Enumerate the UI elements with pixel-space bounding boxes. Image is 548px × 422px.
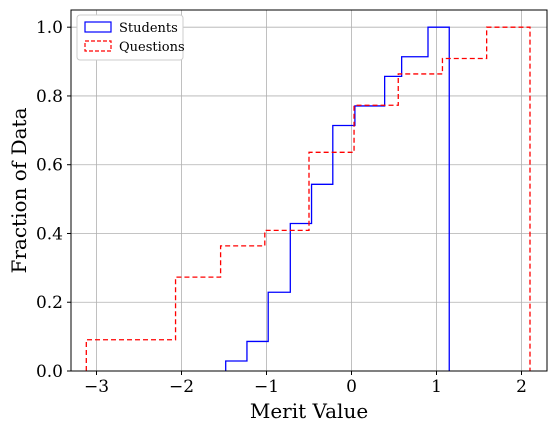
legend: Students Questions bbox=[76, 14, 185, 61]
legend-swatch-questions bbox=[84, 40, 112, 52]
legend-label-questions: Questions bbox=[119, 40, 185, 55]
x-tick-label: 2 bbox=[516, 377, 527, 397]
x-tick-label: 1 bbox=[431, 377, 442, 397]
series-layer bbox=[85, 26, 531, 371]
y-tick-label: 0.2 bbox=[36, 293, 63, 313]
legend-box bbox=[76, 14, 184, 61]
legend-swatch-students bbox=[84, 21, 112, 33]
legend-label-students: Students bbox=[119, 21, 178, 36]
y-tick-label: 1.0 bbox=[36, 18, 63, 38]
x-tick-label: 0 bbox=[346, 377, 357, 397]
x-axis-label: Merit Value bbox=[250, 399, 368, 422]
y-tick-label: 0.4 bbox=[36, 224, 63, 244]
y-axis-label: Fraction of Data bbox=[7, 107, 31, 273]
x-tick-label: −1 bbox=[254, 377, 279, 397]
y-tick-label: 0.6 bbox=[36, 156, 63, 176]
plot-frame bbox=[70, 9, 548, 372]
questions-series bbox=[85, 26, 531, 371]
y-tick-label: 0.0 bbox=[36, 362, 63, 382]
students-series bbox=[225, 26, 450, 371]
y-tick-label: 0.8 bbox=[36, 87, 63, 107]
x-tick-label: −3 bbox=[84, 377, 109, 397]
axis-ticks: −3 −2 −1 0 1 2 0.0 0.2 0.4 0.6 0.8 1.0 bbox=[36, 18, 527, 397]
x-tick-label: −2 bbox=[169, 377, 194, 397]
